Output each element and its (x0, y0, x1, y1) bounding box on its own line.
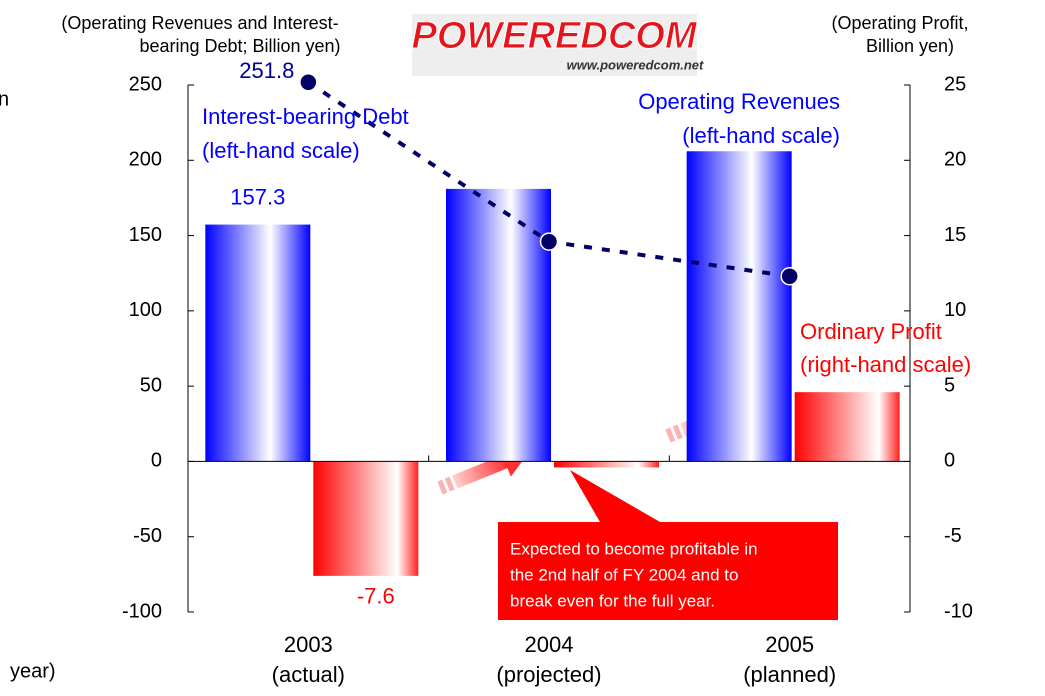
bar (554, 461, 659, 468)
y2-tick-label: 15 (944, 224, 966, 246)
logo: POWEREDCOM (412, 15, 698, 57)
x-tick-label: (planned) (743, 662, 836, 687)
y2-tick-label: -5 (944, 525, 962, 547)
callout-text: Expected to become profitable in (510, 539, 758, 558)
series-label: (left-hand scale) (682, 123, 840, 148)
y2-tick-label: 0 (944, 450, 955, 472)
x-tick-label: (actual) (272, 662, 345, 687)
x-tick-label: 2003 (284, 632, 333, 657)
x-tick-label: 2005 (765, 632, 814, 657)
bar (794, 392, 900, 462)
series-label: (left-hand scale) (202, 138, 360, 163)
y2-tick-label: 20 (944, 149, 966, 171)
x-axis-label: year) (10, 660, 56, 682)
data-label: 251.8 (239, 58, 294, 83)
y2-tick-label: 25 (944, 73, 966, 95)
y-tick-label: -100 (122, 600, 162, 622)
logo-bg (412, 14, 697, 76)
series-label: (right-hand scale) (800, 352, 971, 377)
x-tick-label: 2004 (525, 632, 574, 657)
marker (299, 73, 318, 92)
callout: Expected to become profitable in the 2nd… (498, 470, 838, 620)
y-tick-label: -50 (133, 525, 162, 547)
bar (205, 224, 311, 462)
logo-url: www.poweredcom.net (567, 57, 704, 72)
bar (686, 151, 792, 462)
y-axis-label: bearing Debt; Billion yen) (139, 36, 340, 56)
y2-tick-label: -10 (944, 600, 973, 622)
annotation: n (0, 88, 9, 110)
series-label: Ordinary Profit (800, 319, 942, 344)
callout-text: break even for the full year. (510, 591, 715, 610)
data-label: 157.3 (230, 184, 285, 209)
series-label: Interest-bearing Debt (202, 104, 409, 129)
series-label: Operating Revenues (638, 89, 840, 114)
bar (446, 188, 551, 462)
y-tick-label: 150 (129, 224, 162, 246)
marker (539, 232, 559, 251)
y-axis-label: (Operating Revenues and Interest- (61, 13, 338, 33)
y-tick-label: 50 (140, 374, 162, 396)
bar (313, 461, 419, 576)
y-tick-label: 250 (129, 73, 162, 95)
y-tick-label: 0 (151, 450, 162, 472)
x-tick-label: (projected) (496, 662, 601, 687)
marker (780, 266, 799, 286)
y2-tick-label: 10 (944, 299, 966, 321)
y2-axis-label: (Operating Profit, (831, 13, 968, 33)
y-tick-label: 200 (129, 149, 162, 171)
y-tick-label: 100 (129, 299, 162, 321)
callout-text: the 2nd half of FY 2004 and to (510, 565, 738, 584)
y2-tick-label: 5 (944, 374, 955, 396)
data-label: -7.6 (357, 584, 395, 609)
y2-axis-label: Billion yen) (866, 36, 954, 56)
